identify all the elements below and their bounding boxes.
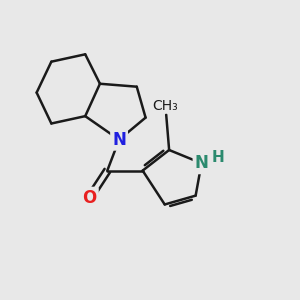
Text: N: N xyxy=(112,131,126,149)
Text: N: N xyxy=(195,154,208,172)
Text: CH₃: CH₃ xyxy=(152,99,178,113)
Text: H: H xyxy=(211,150,224,165)
Text: O: O xyxy=(82,189,97,207)
